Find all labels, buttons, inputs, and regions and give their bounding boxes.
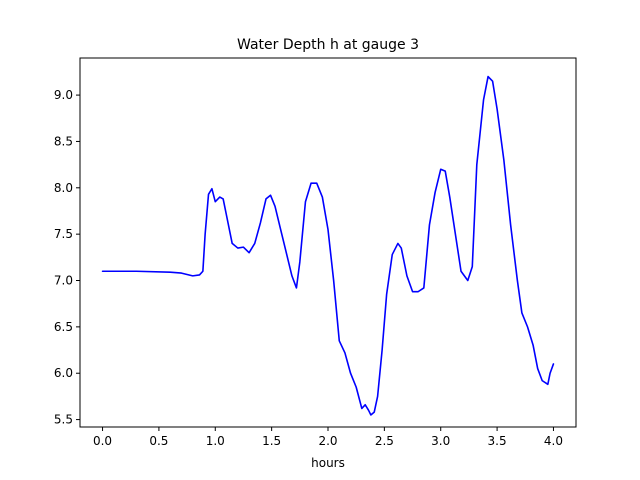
x-tick-label: 2.5 [375, 434, 394, 448]
x-tick-label: 0.0 [93, 434, 112, 448]
x-axis-label: hours [311, 456, 345, 470]
x-tick-label: 1.0 [206, 434, 225, 448]
y-tick-label: 6.0 [54, 366, 73, 380]
y-tick-label: 5.5 [54, 413, 73, 427]
y-tick-label: 8.5 [54, 134, 73, 148]
y-tick-label: 7.0 [54, 274, 73, 288]
plot-area [101, 75, 555, 416]
plot-frame [79, 57, 577, 428]
x-tick-label: 0.5 [149, 434, 168, 448]
chart-title: Water Depth h at gauge 3 [237, 37, 419, 53]
y-axis: 5.5 6.0 6.5 7.0 7.5 8.0 8.5 9.0 [54, 88, 80, 427]
y-tick-label: 7.5 [54, 227, 73, 241]
x-tick-label: 4.0 [544, 434, 563, 448]
x-tick-label: 1.5 [262, 434, 281, 448]
y-tick-label: 8.0 [54, 181, 73, 195]
y-tick-label: 9.0 [54, 88, 73, 102]
x-axis: 0.0 0.5 1.0 1.5 2.0 2.5 3.0 3.5 4.0 [93, 427, 563, 448]
x-tick-label: 3.0 [431, 434, 450, 448]
x-tick-label: 2.0 [318, 434, 337, 448]
series-line-0 [101, 75, 555, 416]
x-tick-label: 3.5 [488, 434, 507, 448]
y-tick-label: 6.5 [54, 320, 73, 334]
